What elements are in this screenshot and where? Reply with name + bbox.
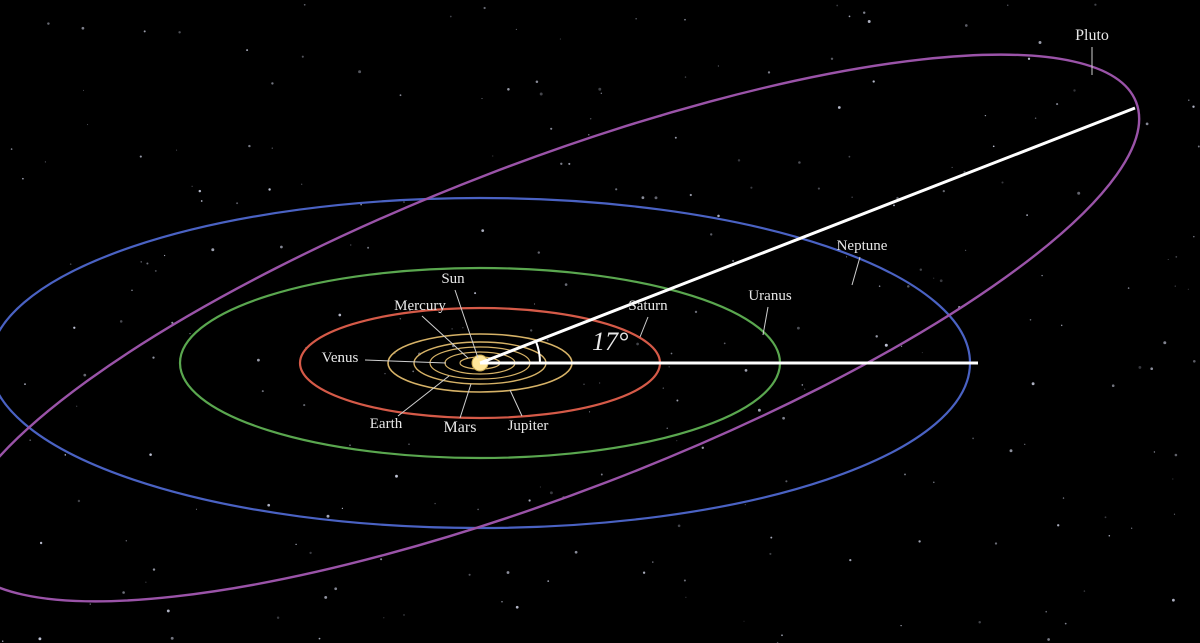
- label-sun: Sun: [441, 271, 465, 287]
- label-pluto: Pluto: [1075, 27, 1109, 44]
- label-mars: Mars: [444, 419, 477, 436]
- inclination-angle-label: 17°: [592, 327, 628, 356]
- label-earth: Earth: [370, 416, 403, 432]
- label-uranus: Uranus: [748, 288, 791, 304]
- label-neptune: Neptune: [837, 238, 888, 254]
- solar-system-diagram: 17° Sun Mercury Venus Earth Mars Jupiter Saturn…: [0, 0, 1200, 643]
- label-mercury: Mercury: [394, 298, 446, 314]
- label-venus: Venus: [322, 350, 359, 366]
- label-saturn: Saturn: [628, 298, 668, 314]
- label-jupiter: Jupiter: [508, 418, 549, 434]
